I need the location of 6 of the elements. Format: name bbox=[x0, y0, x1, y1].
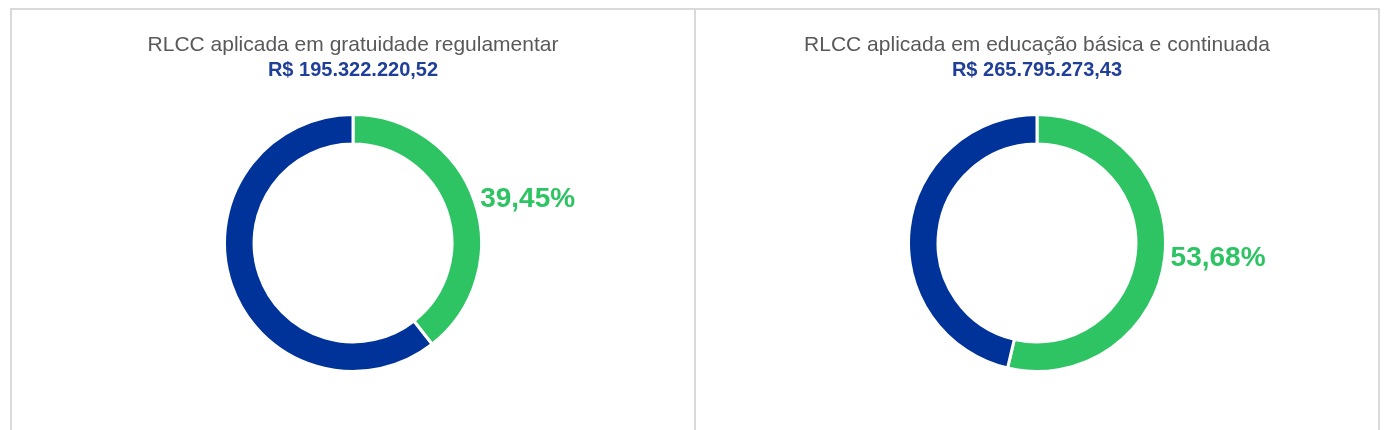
chart-title: RLCC aplicada em educação básica e continuada bbox=[803, 32, 1271, 56]
chart-title: RLCC aplicada em gratuidade regulamentar bbox=[146, 32, 560, 56]
chart-subtitle: R$ 195.322.220,52 bbox=[266, 58, 440, 81]
data-label: 53,68% bbox=[1170, 241, 1266, 273]
chart-subtitle: R$ 265.795.273,43 bbox=[950, 58, 1124, 81]
data-label: 39,45% bbox=[480, 181, 576, 213]
